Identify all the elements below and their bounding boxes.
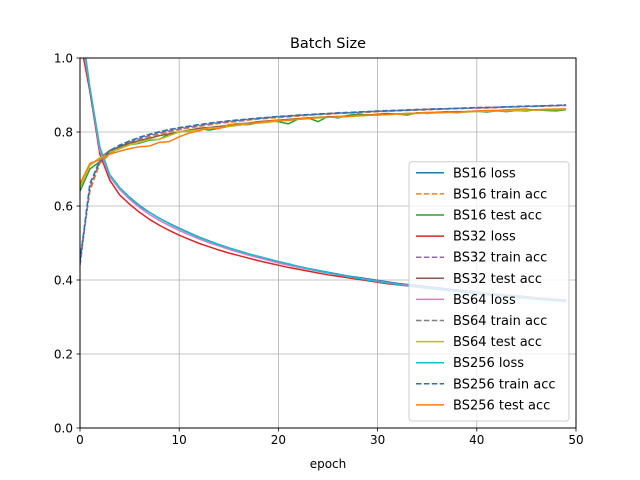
legend: BS16 loss BS16 train acc BS16 test acc BS32… — [408, 161, 570, 422]
legend-label: BS32 test acc — [453, 272, 542, 287]
legend-label: BS64 train acc — [453, 314, 547, 329]
axis-ticks: 0 10 20 30 40 50 0.0 0.2 0.4 0.6 0.8 1.0 — [54, 52, 584, 448]
x-tick-label: 10 — [172, 433, 187, 447]
plot-frame — [79, 57, 577, 429]
legend-box — [408, 161, 570, 422]
legend-label: BS16 loss — [453, 166, 516, 181]
legend-label: BS16 test acc — [453, 209, 542, 224]
y-tick-label: 0.0 — [54, 422, 73, 436]
x-tick-label: 30 — [370, 433, 385, 447]
x-tick-label: 50 — [568, 433, 583, 447]
legend-label: BS256 loss — [453, 356, 524, 371]
y-tick-label: 0.6 — [54, 200, 73, 214]
y-tick-label: 0.8 — [54, 126, 73, 140]
series-line-11 — [80, 108, 567, 185]
chart-title: Batch Size — [290, 36, 366, 52]
y-tick-label: 1.0 — [54, 52, 73, 66]
y-tick-label: 0.2 — [54, 348, 73, 362]
series-lines — [80, 58, 567, 303]
legend-label: BS32 train acc — [453, 251, 547, 266]
x-tick-label: 20 — [271, 433, 286, 447]
legend-label: BS64 loss — [453, 293, 516, 308]
legend-label: BS16 train acc — [453, 187, 547, 202]
x-tick-label: 0 — [76, 433, 84, 447]
legend-label: BS256 train acc — [453, 377, 556, 392]
legend-label: BS64 test acc — [453, 335, 542, 350]
x-axis-label: epoch — [310, 457, 347, 471]
legend-label: BS32 loss — [453, 230, 516, 245]
legend-label: BS256 test acc — [453, 398, 550, 413]
series-line-10 — [80, 104, 567, 262]
y-tick-label: 0.4 — [54, 274, 73, 288]
x-tick-label: 40 — [469, 433, 484, 447]
